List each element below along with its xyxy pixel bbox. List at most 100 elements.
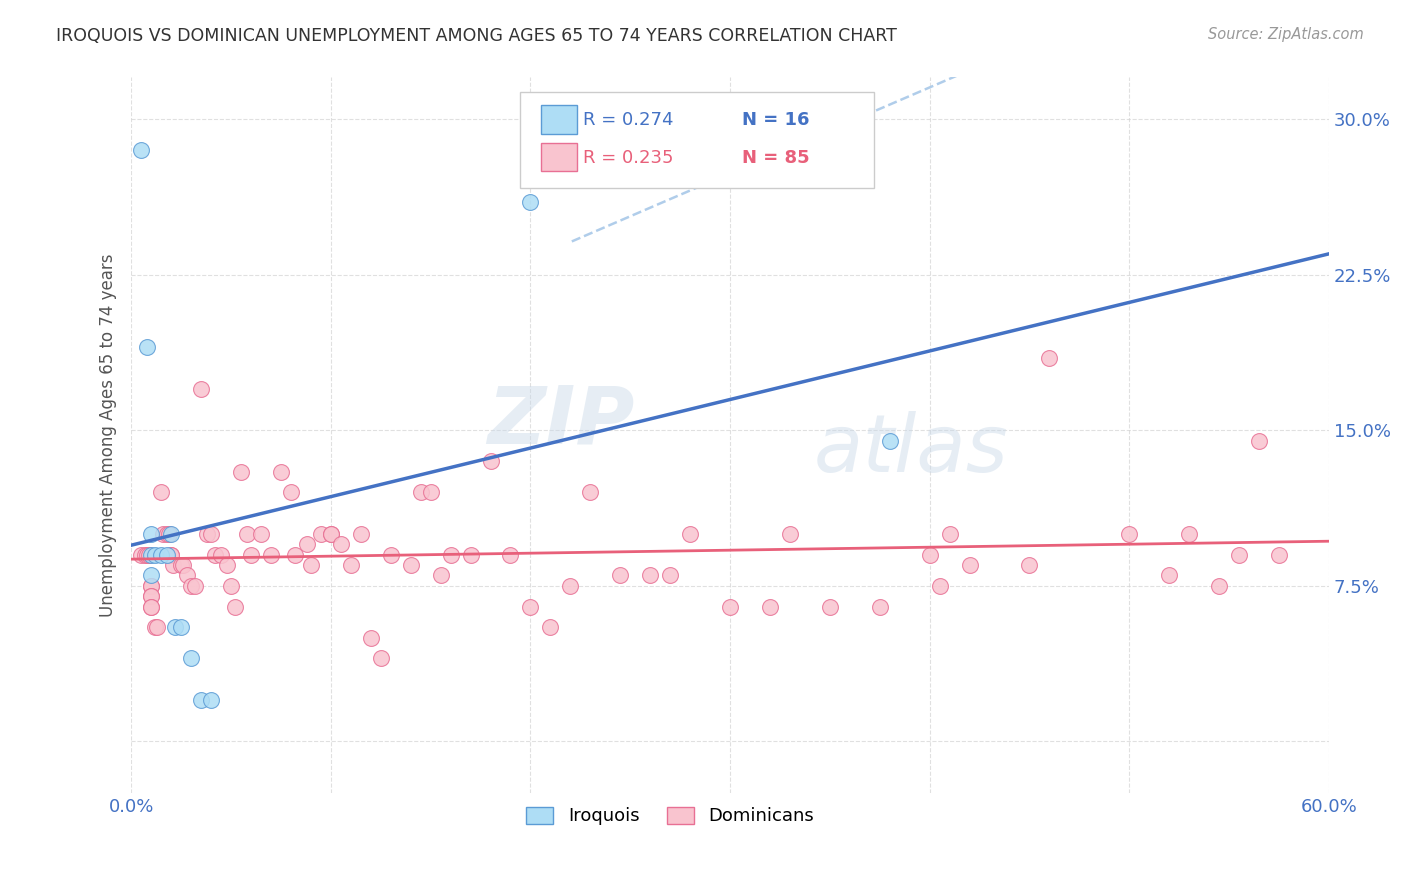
Point [1227,548,1250,562]
Point [141,579,163,593]
Point [150,548,173,562]
Point [350,527,373,541]
Point [938,527,960,541]
Point [156,527,179,541]
Point [869,599,891,614]
Point [429,568,451,582]
Point [200,693,222,707]
Point [215,558,238,573]
Point [280,485,302,500]
Point [209,548,232,562]
Point [141,579,163,593]
Point [165,620,187,634]
Text: R = 0.274: R = 0.274 [582,112,673,129]
Point [176,568,198,582]
Point [141,548,163,562]
Point [190,382,212,396]
Point [170,620,193,634]
Text: R = 0.235: R = 0.235 [582,149,673,167]
Point [1018,558,1040,573]
Point [150,485,173,500]
Point [180,651,202,665]
Point [236,527,259,541]
Point [229,465,252,479]
Point [380,548,402,562]
Point [143,620,166,634]
Point [136,548,159,562]
Point [1208,579,1230,593]
Point [959,558,981,573]
Text: ZIP: ZIP [486,382,634,460]
Text: atlas: atlas [814,410,1008,489]
Point [195,527,218,541]
Point [1118,527,1140,541]
Point [141,527,163,541]
Text: N = 85: N = 85 [742,149,810,167]
Point [224,599,246,614]
Point [157,527,180,541]
Point [319,527,342,541]
Point [146,620,169,634]
Point [136,340,159,354]
Point [1159,568,1181,582]
Point [143,548,166,562]
Point [134,548,156,562]
Point [190,693,212,707]
Point [319,527,342,541]
Point [659,568,682,582]
Text: N = 16: N = 16 [742,112,810,129]
Point [928,579,950,593]
Point [1178,527,1201,541]
Text: IROQUOIS VS DOMINICAN UNEMPLOYMENT AMONG AGES 65 TO 74 YEARS CORRELATION CHART: IROQUOIS VS DOMINICAN UNEMPLOYMENT AMONG… [56,27,897,45]
Point [818,599,841,614]
Point [260,548,283,562]
Point [718,599,741,614]
FancyBboxPatch shape [520,92,873,188]
Point [160,548,183,562]
Point [184,579,207,593]
Point [170,558,193,573]
Point [759,599,782,614]
Point [679,527,702,541]
Point [519,599,541,614]
Point [172,558,194,573]
Point [156,548,179,562]
Point [579,485,602,500]
Point [270,465,292,479]
Point [250,527,273,541]
Point [200,527,222,541]
Point [360,631,382,645]
Point [560,579,582,593]
Point [141,568,163,582]
Point [129,143,152,157]
Point [499,548,522,562]
Point [1268,548,1291,562]
Point [141,589,163,603]
Point [138,548,160,562]
Point [409,485,432,500]
Point [538,620,561,634]
Point [309,527,332,541]
Point [240,548,263,562]
Y-axis label: Unemployment Among Ages 65 to 74 years: Unemployment Among Ages 65 to 74 years [100,253,117,617]
Point [399,558,422,573]
Point [180,579,202,593]
Point [779,527,801,541]
Point [918,548,941,562]
FancyBboxPatch shape [541,105,576,134]
Point [1247,434,1270,448]
Point [879,434,901,448]
Point [204,548,226,562]
Point [519,194,541,209]
Point [152,527,174,541]
Point [339,558,361,573]
Point [129,548,152,562]
Point [419,485,441,500]
Point [329,537,352,551]
Legend: Iroquois, Dominicans: Iroquois, Dominicans [517,797,823,834]
Point [460,548,482,562]
Point [295,537,318,551]
Point [141,589,163,603]
Point [219,579,242,593]
Point [160,527,183,541]
